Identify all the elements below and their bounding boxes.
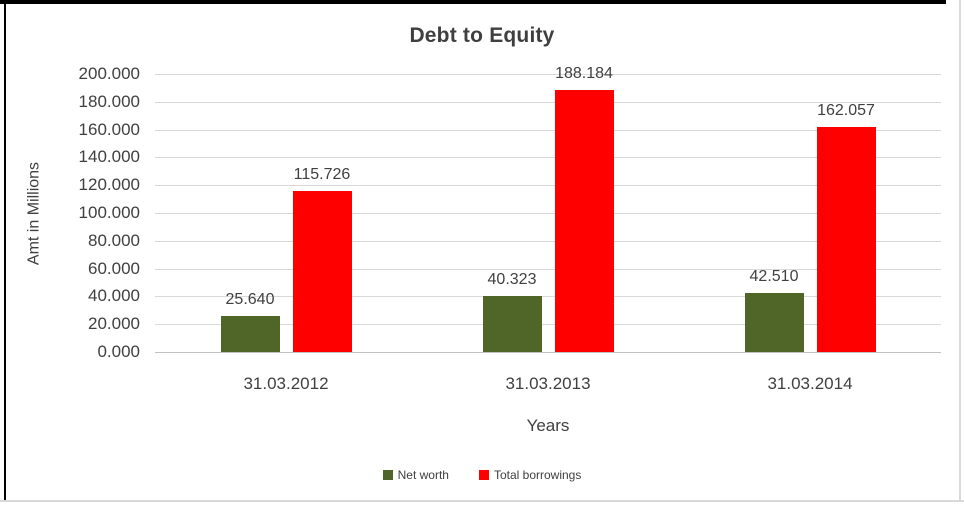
y-tick-label: 160.000 <box>78 119 140 139</box>
y-gridline <box>155 157 941 159</box>
bar-total-borrowings <box>554 90 614 352</box>
bar-net-worth <box>482 295 542 352</box>
bar-total-borrowings <box>292 191 352 352</box>
x-tick-label: 31.03.2013 <box>505 374 591 393</box>
bar-data-label: 25.640 <box>225 291 275 309</box>
y-gridline <box>155 352 941 353</box>
y-tick-label: 80.000 <box>88 230 140 250</box>
y-axis-title: Amt in Millions <box>25 161 43 266</box>
legend: Net worth Total borrowings <box>0 468 964 482</box>
y-tick-label: 120.000 <box>78 175 140 195</box>
bar-data-label: 40.323 <box>487 270 537 288</box>
bar-data-label: 42.510 <box>749 267 799 285</box>
y-gridline <box>155 74 941 75</box>
bar-data-label: 115.726 <box>293 166 351 184</box>
y-gridline <box>155 129 941 131</box>
bar-data-label: 188.184 <box>555 65 613 83</box>
legend-entry-net-worth: Net worth <box>382 468 449 482</box>
y-gridline <box>155 268 941 270</box>
bar-total-borrowings <box>816 126 876 352</box>
bar-net-worth <box>744 292 804 352</box>
legend-label: Net worth <box>397 468 449 482</box>
legend-label: Total borrowings <box>493 468 582 482</box>
y-tick-label: 140.000 <box>78 147 140 167</box>
y-tick-label: 60.000 <box>88 258 140 278</box>
y-tick-label: 40.000 <box>88 286 140 306</box>
chart-title: Debt to Equity <box>409 24 555 47</box>
frame-border-top <box>0 0 946 4</box>
y-gridline <box>155 213 941 214</box>
frame-border-bottom <box>0 500 964 502</box>
y-tick-label: 180.000 <box>78 91 140 111</box>
y-gridline <box>155 324 941 326</box>
x-tick-label: 31.03.2012 <box>243 374 329 393</box>
bar-net-worth <box>220 316 280 352</box>
y-tick-label: 100.000 <box>78 203 140 222</box>
y-tick-label: 20.000 <box>88 314 140 334</box>
frame-border-right <box>959 0 961 502</box>
legend-swatch-icon <box>478 470 489 480</box>
y-gridline <box>155 101 941 103</box>
y-gridline <box>155 296 941 298</box>
x-axis-title: Years <box>526 416 570 435</box>
legend-swatch-icon <box>382 470 393 480</box>
x-tick-label: 31.03.2014 <box>767 374 853 393</box>
y-gridline <box>155 185 941 187</box>
frame-border-left <box>4 0 6 500</box>
legend-entry-total-borrowings: Total borrowings <box>478 468 582 482</box>
y-tick-label: 200.000 <box>78 64 140 83</box>
bar-data-label: 162.057 <box>817 101 875 119</box>
y-tick-label: 0.000 <box>97 342 140 361</box>
y-gridline <box>155 240 941 242</box>
